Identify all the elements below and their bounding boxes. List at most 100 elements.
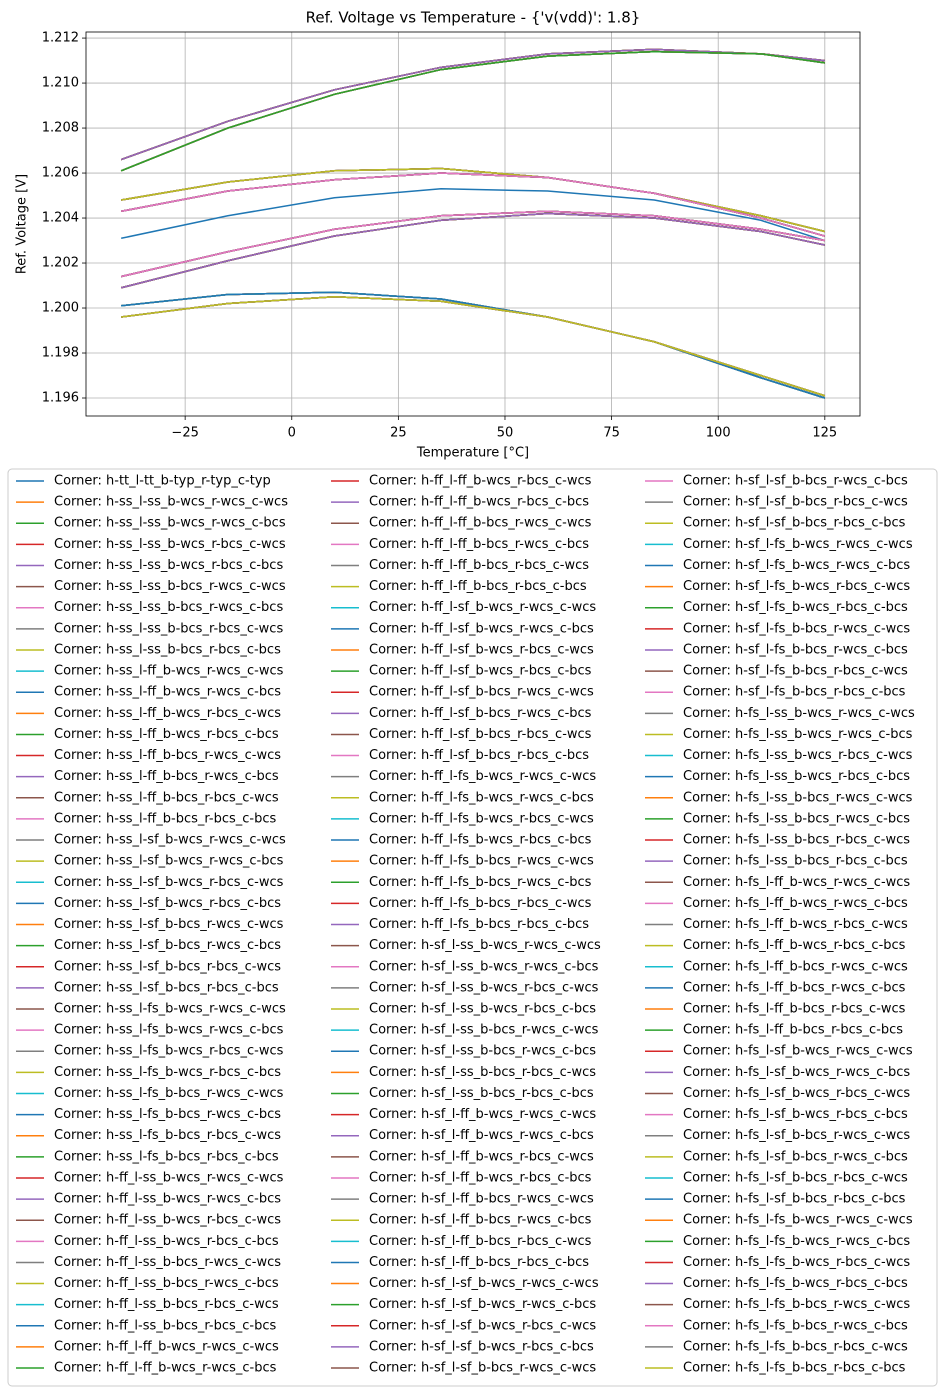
legend-label: Corner: h-tt_l-tt_b-typ_r-typ_c-typ bbox=[54, 474, 271, 489]
legend-label: Corner: h-sf_l-fs_b-bcs_r-wcs_c-bcs bbox=[683, 642, 908, 657]
legend-label: Corner: h-sf_l-ff_b-bcs_r-bcs_c-wcs bbox=[369, 1234, 592, 1249]
series-line bbox=[121, 296, 826, 397]
legend-label: Corner: h-ss_l-ff_b-wcs_r-bcs_c-bcs bbox=[54, 727, 279, 742]
series-line bbox=[121, 291, 826, 399]
legend-label: Corner: h-fs_l-ff_b-bcs_r-bcs_c-bcs bbox=[683, 1023, 903, 1038]
legend-label: Corner: h-ff_l-ff_b-wcs_r-wcs_c-bcs bbox=[54, 1361, 277, 1376]
x-tick-label: 0 bbox=[288, 426, 296, 441]
legend-label: Corner: h-ss_l-fs_b-bcs_r-wcs_c-wcs bbox=[54, 1086, 284, 1101]
series-line bbox=[121, 296, 826, 397]
legend-label: Corner: h-fs_l-ff_b-bcs_r-wcs_c-wcs bbox=[683, 959, 908, 974]
legend-label: Corner: h-sf_l-fs_b-bcs_r-bcs_c-bcs bbox=[683, 685, 906, 700]
legend-label: Corner: h-fs_l-ff_b-wcs_r-wcs_c-bcs bbox=[683, 896, 908, 911]
legend-label: Corner: h-sf_l-fs_b-wcs_r-bcs_c-wcs bbox=[683, 579, 910, 594]
legend-label: Corner: h-ff_l-fs_b-wcs_r-wcs_c-wcs bbox=[369, 769, 596, 784]
series-line bbox=[120, 50, 825, 172]
legend-label: Corner: h-ss_l-sf_b-wcs_r-wcs_c-wcs bbox=[54, 833, 286, 848]
legend-label: Corner: h-ss_l-ss_b-bcs_r-bcs_c-wcs bbox=[54, 621, 283, 636]
legend-label: Corner: h-ss_l-ss_b-bcs_r-wcs_c-wcs bbox=[54, 579, 286, 594]
legend-label: Corner: h-ff_l-sf_b-wcs_r-wcs_c-wcs bbox=[369, 600, 596, 615]
legend-label: Corner: h-fs_l-fs_b-wcs_r-bcs_c-wcs bbox=[683, 1255, 910, 1270]
series-line bbox=[121, 210, 825, 278]
legend-label: Corner: h-ss_l-sf_b-bcs_r-bcs_c-bcs bbox=[54, 980, 279, 995]
series-line bbox=[121, 167, 825, 233]
legend-label: Corner: h-ss_l-sf_b-wcs_r-wcs_c-bcs bbox=[54, 854, 284, 869]
series-line bbox=[121, 296, 826, 397]
legend-label: Corner: h-fs_l-ss_b-wcs_r-wcs_c-bcs bbox=[683, 727, 913, 742]
legend-label: Corner: h-ff_l-fs_b-wcs_r-bcs_c-bcs bbox=[369, 833, 592, 848]
legend-label: Corner: h-ss_l-ff_b-wcs_r-bcs_c-wcs bbox=[54, 706, 281, 721]
legend-label: Corner: h-ss_l-fs_b-bcs_r-wcs_c-bcs bbox=[54, 1107, 281, 1122]
legend-label: Corner: h-fs_l-ff_b-bcs_r-bcs_c-wcs bbox=[683, 1002, 906, 1017]
legend-label: Corner: h-sf_l-ss_b-bcs_r-bcs_c-bcs bbox=[369, 1086, 594, 1101]
legend-label: Corner: h-fs_l-sf_b-wcs_r-bcs_c-wcs bbox=[683, 1086, 910, 1101]
series-line bbox=[121, 210, 825, 278]
y-axis-label: Ref. Voltage [V] bbox=[15, 174, 30, 274]
legend-label: Corner: h-fs_l-fs_b-bcs_r-bcs_c-wcs bbox=[683, 1339, 908, 1354]
legend-label: Corner: h-ff_l-sf_b-bcs_r-bcs_c-wcs bbox=[369, 727, 592, 742]
legend-label: Corner: h-sf_l-sf_b-bcs_r-wcs_c-bcs bbox=[683, 474, 908, 489]
legend-label: Corner: h-ff_l-fs_b-bcs_r-wcs_c-wcs bbox=[369, 854, 594, 869]
legend-label: Corner: h-ff_l-sf_b-wcs_r-bcs_c-bcs bbox=[369, 664, 592, 679]
series-line bbox=[121, 210, 825, 278]
legend-label: Corner: h-sf_l-ff_b-bcs_r-wcs_c-wcs bbox=[369, 1192, 594, 1207]
series-line bbox=[121, 296, 826, 397]
legend-label: Corner: h-fs_l-fs_b-bcs_r-wcs_c-wcs bbox=[683, 1297, 910, 1312]
series-line bbox=[121, 167, 825, 233]
legend-label: Corner: h-sf_l-ff_b-wcs_r-wcs_c-bcs bbox=[369, 1128, 594, 1143]
series-line bbox=[120, 50, 825, 172]
legend-box bbox=[7, 468, 938, 1387]
legend-label: Corner: h-fs_l-sf_b-wcs_r-bcs_c-bcs bbox=[683, 1107, 908, 1122]
legend-label: Corner: h-sf_l-ss_b-wcs_r-wcs_c-wcs bbox=[369, 938, 601, 953]
legend-label: Corner: h-ss_l-sf_b-bcs_r-wcs_c-bcs bbox=[54, 938, 281, 953]
legend-label: Corner: h-sf_l-ff_b-wcs_r-bcs_c-wcs bbox=[369, 1149, 594, 1164]
legend-label: Corner: h-ss_l-fs_b-wcs_r-wcs_c-wcs bbox=[54, 1002, 286, 1017]
legend-label: Corner: h-ff_l-ff_b-bcs_r-bcs_c-wcs bbox=[369, 558, 589, 573]
y-tick-label: 1.198 bbox=[42, 346, 79, 361]
series-line bbox=[120, 50, 825, 172]
legend-label: Corner: h-ss_l-ff_b-wcs_r-wcs_c-wcs bbox=[54, 664, 284, 679]
legend-label: Corner: h-ss_l-ss_b-wcs_r-bcs_c-wcs bbox=[54, 537, 286, 552]
series-line bbox=[121, 296, 826, 397]
legend-label: Corner: h-sf_l-fs_b-wcs_r-wcs_c-wcs bbox=[683, 537, 913, 552]
legend-label: Corner: h-sf_l-ff_b-wcs_r-bcs_c-bcs bbox=[369, 1170, 592, 1185]
series-line bbox=[121, 167, 825, 233]
series-line bbox=[121, 210, 825, 278]
legend-label: Corner: h-sf_l-fs_b-bcs_r-wcs_c-wcs bbox=[683, 621, 910, 636]
legend-label: Corner: h-fs_l-sf_b-bcs_r-wcs_c-wcs bbox=[683, 1128, 910, 1143]
series-line bbox=[121, 167, 825, 233]
series-line bbox=[121, 210, 825, 278]
series-line bbox=[120, 50, 825, 172]
series-line bbox=[120, 50, 825, 172]
legend-label: Corner: h-ff_l-ff_b-bcs_r-wcs_c-wcs bbox=[369, 516, 592, 531]
legend-label: Corner: h-sf_l-fs_b-bcs_r-bcs_c-wcs bbox=[683, 664, 908, 679]
legend-label: Corner: h-sf_l-ss_b-bcs_r-wcs_c-bcs bbox=[369, 1044, 596, 1059]
legend-label: Corner: h-fs_l-ss_b-bcs_r-bcs_c-wcs bbox=[683, 833, 910, 848]
series-line bbox=[121, 167, 825, 233]
legend-label: Corner: h-ss_l-ff_b-bcs_r-wcs_c-wcs bbox=[54, 748, 281, 763]
series-line bbox=[121, 210, 825, 278]
legend-label: Corner: h-sf_l-ff_b-bcs_r-wcs_c-bcs bbox=[369, 1213, 592, 1228]
legend-label: Corner: h-ss_l-ff_b-bcs_r-bcs_c-bcs bbox=[54, 811, 276, 826]
series-line bbox=[121, 296, 826, 397]
legend-label: Corner: h-fs_l-ss_b-wcs_r-bcs_c-bcs bbox=[683, 769, 910, 784]
legend-label: Corner: h-sf_l-ss_b-bcs_r-bcs_c-wcs bbox=[369, 1065, 596, 1080]
legend-label: Corner: h-ff_l-fs_b-bcs_r-bcs_c-bcs bbox=[369, 917, 589, 932]
legend-label: Corner: h-ss_l-ff_b-bcs_r-wcs_c-bcs bbox=[54, 769, 279, 784]
legend-label: Corner: h-fs_l-ff_b-wcs_r-bcs_c-wcs bbox=[683, 917, 908, 932]
legend-label: Corner: h-ss_l-sf_b-wcs_r-bcs_c-bcs bbox=[54, 896, 281, 911]
legend-label: Corner: h-ss_l-ff_b-wcs_r-wcs_c-bcs bbox=[54, 685, 281, 700]
legend: Corner: h-tt_l-tt_b-typ_r-typ_c-typ Corne… bbox=[16, 474, 915, 1376]
x-tick-label: 125 bbox=[812, 426, 837, 441]
legend-label: Corner: h-fs_l-ss_b-bcs_r-wcs_c-wcs bbox=[683, 790, 913, 805]
legend-label: Corner: h-ff_l-ff_b-wcs_r-bcs_c-wcs bbox=[369, 474, 592, 489]
plot-frame bbox=[85, 31, 861, 417]
legend-label: Corner: h-sf_l-sf_b-wcs_r-wcs_c-wcs bbox=[369, 1276, 599, 1291]
legend-label: Corner: h-fs_l-sf_b-bcs_r-bcs_c-bcs bbox=[683, 1192, 906, 1207]
series-line bbox=[121, 210, 825, 278]
legend-label: Corner: h-sf_l-fs_b-wcs_r-bcs_c-bcs bbox=[683, 600, 908, 615]
legend-label: Corner: h-fs_l-sf_b-wcs_r-wcs_c-bcs bbox=[683, 1065, 910, 1080]
x-tick-label: 50 bbox=[497, 426, 514, 441]
legend-label: Corner: h-sf_l-sf_b-wcs_r-bcs_c-bcs bbox=[369, 1339, 594, 1354]
legend-label: Corner: h-ff_l-ff_b-wcs_r-bcs_c-bcs bbox=[369, 495, 589, 510]
